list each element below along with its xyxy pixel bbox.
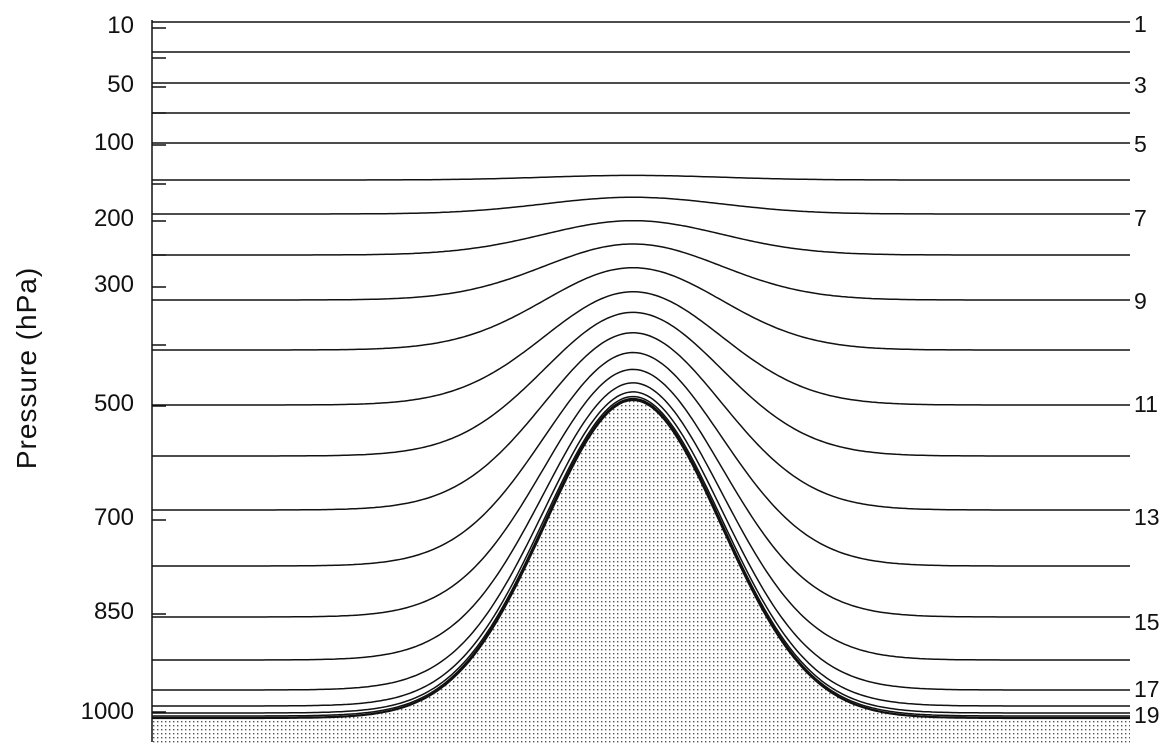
y-tick-label: 10: [107, 12, 134, 39]
y-tick-label: 300: [94, 271, 134, 298]
y-tick-label: 500: [94, 390, 134, 417]
terrain-shading: [152, 400, 1130, 745]
level-label: 17: [1134, 676, 1160, 702]
level-labels: 1 3 5 7 9 11 13 15 17 19: [1134, 11, 1160, 728]
level-label: 7: [1134, 205, 1147, 231]
y-tick-label: 50: [107, 71, 134, 98]
level-label: 1: [1134, 11, 1147, 37]
level-label: 19: [1134, 702, 1160, 728]
sigma-level-curve: [152, 332, 1130, 511]
sigma-level-curve: [152, 243, 1130, 301]
y-tick-label: 850: [94, 598, 134, 625]
level-label: 13: [1134, 504, 1160, 530]
level-label: 9: [1134, 288, 1147, 314]
sigma-level-curve: [152, 351, 1130, 567]
sigma-level-curves: [152, 21, 1130, 720]
level-label: 15: [1134, 609, 1160, 635]
sigma-level-curve: [152, 398, 1130, 720]
level-label: 5: [1134, 131, 1147, 157]
y-axis-title: Pressure (hPa): [11, 267, 42, 469]
level-label: 3: [1134, 72, 1147, 98]
y-tick-label: 1000: [81, 698, 134, 725]
sigma-level-curve: [152, 397, 1130, 714]
sigma-level-curve: [152, 395, 1130, 707]
sigma-level-curve: [152, 266, 1130, 351]
sigma-level-curve: [152, 368, 1130, 618]
level-label: 11: [1134, 391, 1158, 417]
sigma-level-curve: [152, 290, 1130, 406]
y-tick-label: 100: [94, 129, 134, 156]
sigma-level-curve: [152, 219, 1130, 256]
sigma-level-curve: [152, 391, 1130, 691]
y-tick-label: 700: [94, 504, 134, 531]
y-axis-tick-labels: 10 50 100 200 300 500 700 850 1000: [81, 12, 134, 725]
sigma-level-curve: [152, 174, 1130, 181]
sigma-level-curve: [152, 382, 1130, 661]
sigma-level-curve: [152, 196, 1130, 215]
y-tick-label: 200: [94, 205, 134, 232]
axis-tick-marks: [152, 27, 166, 713]
sigma-level-curve: [152, 311, 1130, 457]
